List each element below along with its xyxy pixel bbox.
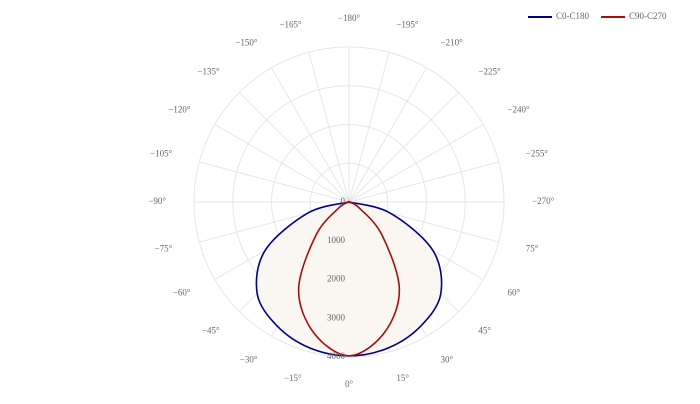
- theta-tick-label: −15°: [284, 373, 302, 383]
- plot-area: [255, 200, 443, 357]
- theta-tick-label: −240°: [507, 105, 530, 115]
- theta-tick-label: −120°: [168, 105, 191, 115]
- grid-spoke: [348, 124, 484, 203]
- theta-tick-label: −135°: [197, 67, 220, 77]
- theta-tick-label: 45°: [478, 325, 491, 335]
- theta-tick-label: −210°: [441, 38, 464, 48]
- theta-tick-label: 15°: [396, 373, 409, 383]
- theta-tick-label: −105°: [150, 149, 173, 159]
- theta-tick-label: −195°: [396, 19, 419, 29]
- r-tick-label: 4000: [327, 351, 346, 361]
- r-tick-label: 0: [341, 196, 346, 206]
- theta-tick-label: −225°: [478, 67, 501, 77]
- theta-tick-label: −90°: [148, 196, 166, 206]
- theta-tick-label: 0°: [345, 379, 354, 389]
- grid-spoke: [348, 161, 499, 203]
- grid-spoke: [214, 124, 350, 203]
- r-tick-label: 1000: [327, 235, 346, 245]
- theta-tick-label: −255°: [526, 149, 549, 159]
- r-tick-label: 2000: [327, 274, 346, 284]
- theta-tick-label: −75°: [155, 243, 173, 253]
- grid-spoke: [348, 67, 427, 203]
- legend-label: C90-C270: [629, 11, 667, 21]
- r-tick-label: 3000: [327, 312, 346, 322]
- grid-spoke: [199, 161, 350, 203]
- grid-spoke: [308, 52, 350, 203]
- theta-tick-label: −150°: [235, 38, 258, 48]
- theta-tick-label: −30°: [240, 355, 258, 365]
- theta-tick-label: −45°: [202, 325, 220, 335]
- series-fill: [298, 201, 400, 356]
- grid-spoke: [239, 92, 350, 203]
- legend-label: C0-C180: [556, 11, 590, 21]
- theta-tick-label: −165°: [279, 19, 302, 29]
- grid-spoke: [271, 67, 350, 203]
- theta-tick-label: 30°: [441, 355, 454, 365]
- theta-tick-label: −180°: [338, 13, 361, 23]
- theta-tick-label: −60°: [173, 288, 191, 298]
- series-line: [297, 200, 401, 357]
- theta-tick-label: 75°: [526, 243, 539, 253]
- theta-tick-label: 60°: [507, 288, 520, 298]
- legend: C0-C180 C90-C270: [528, 11, 667, 21]
- grid-spoke: [348, 52, 390, 203]
- theta-tick-label: −270°: [532, 196, 555, 206]
- axis-labels: 0 1000 2000 3000 4000 0° 15° 30° 45° 60° 75° −270° −…: [148, 13, 554, 389]
- grid-spoke: [348, 92, 459, 203]
